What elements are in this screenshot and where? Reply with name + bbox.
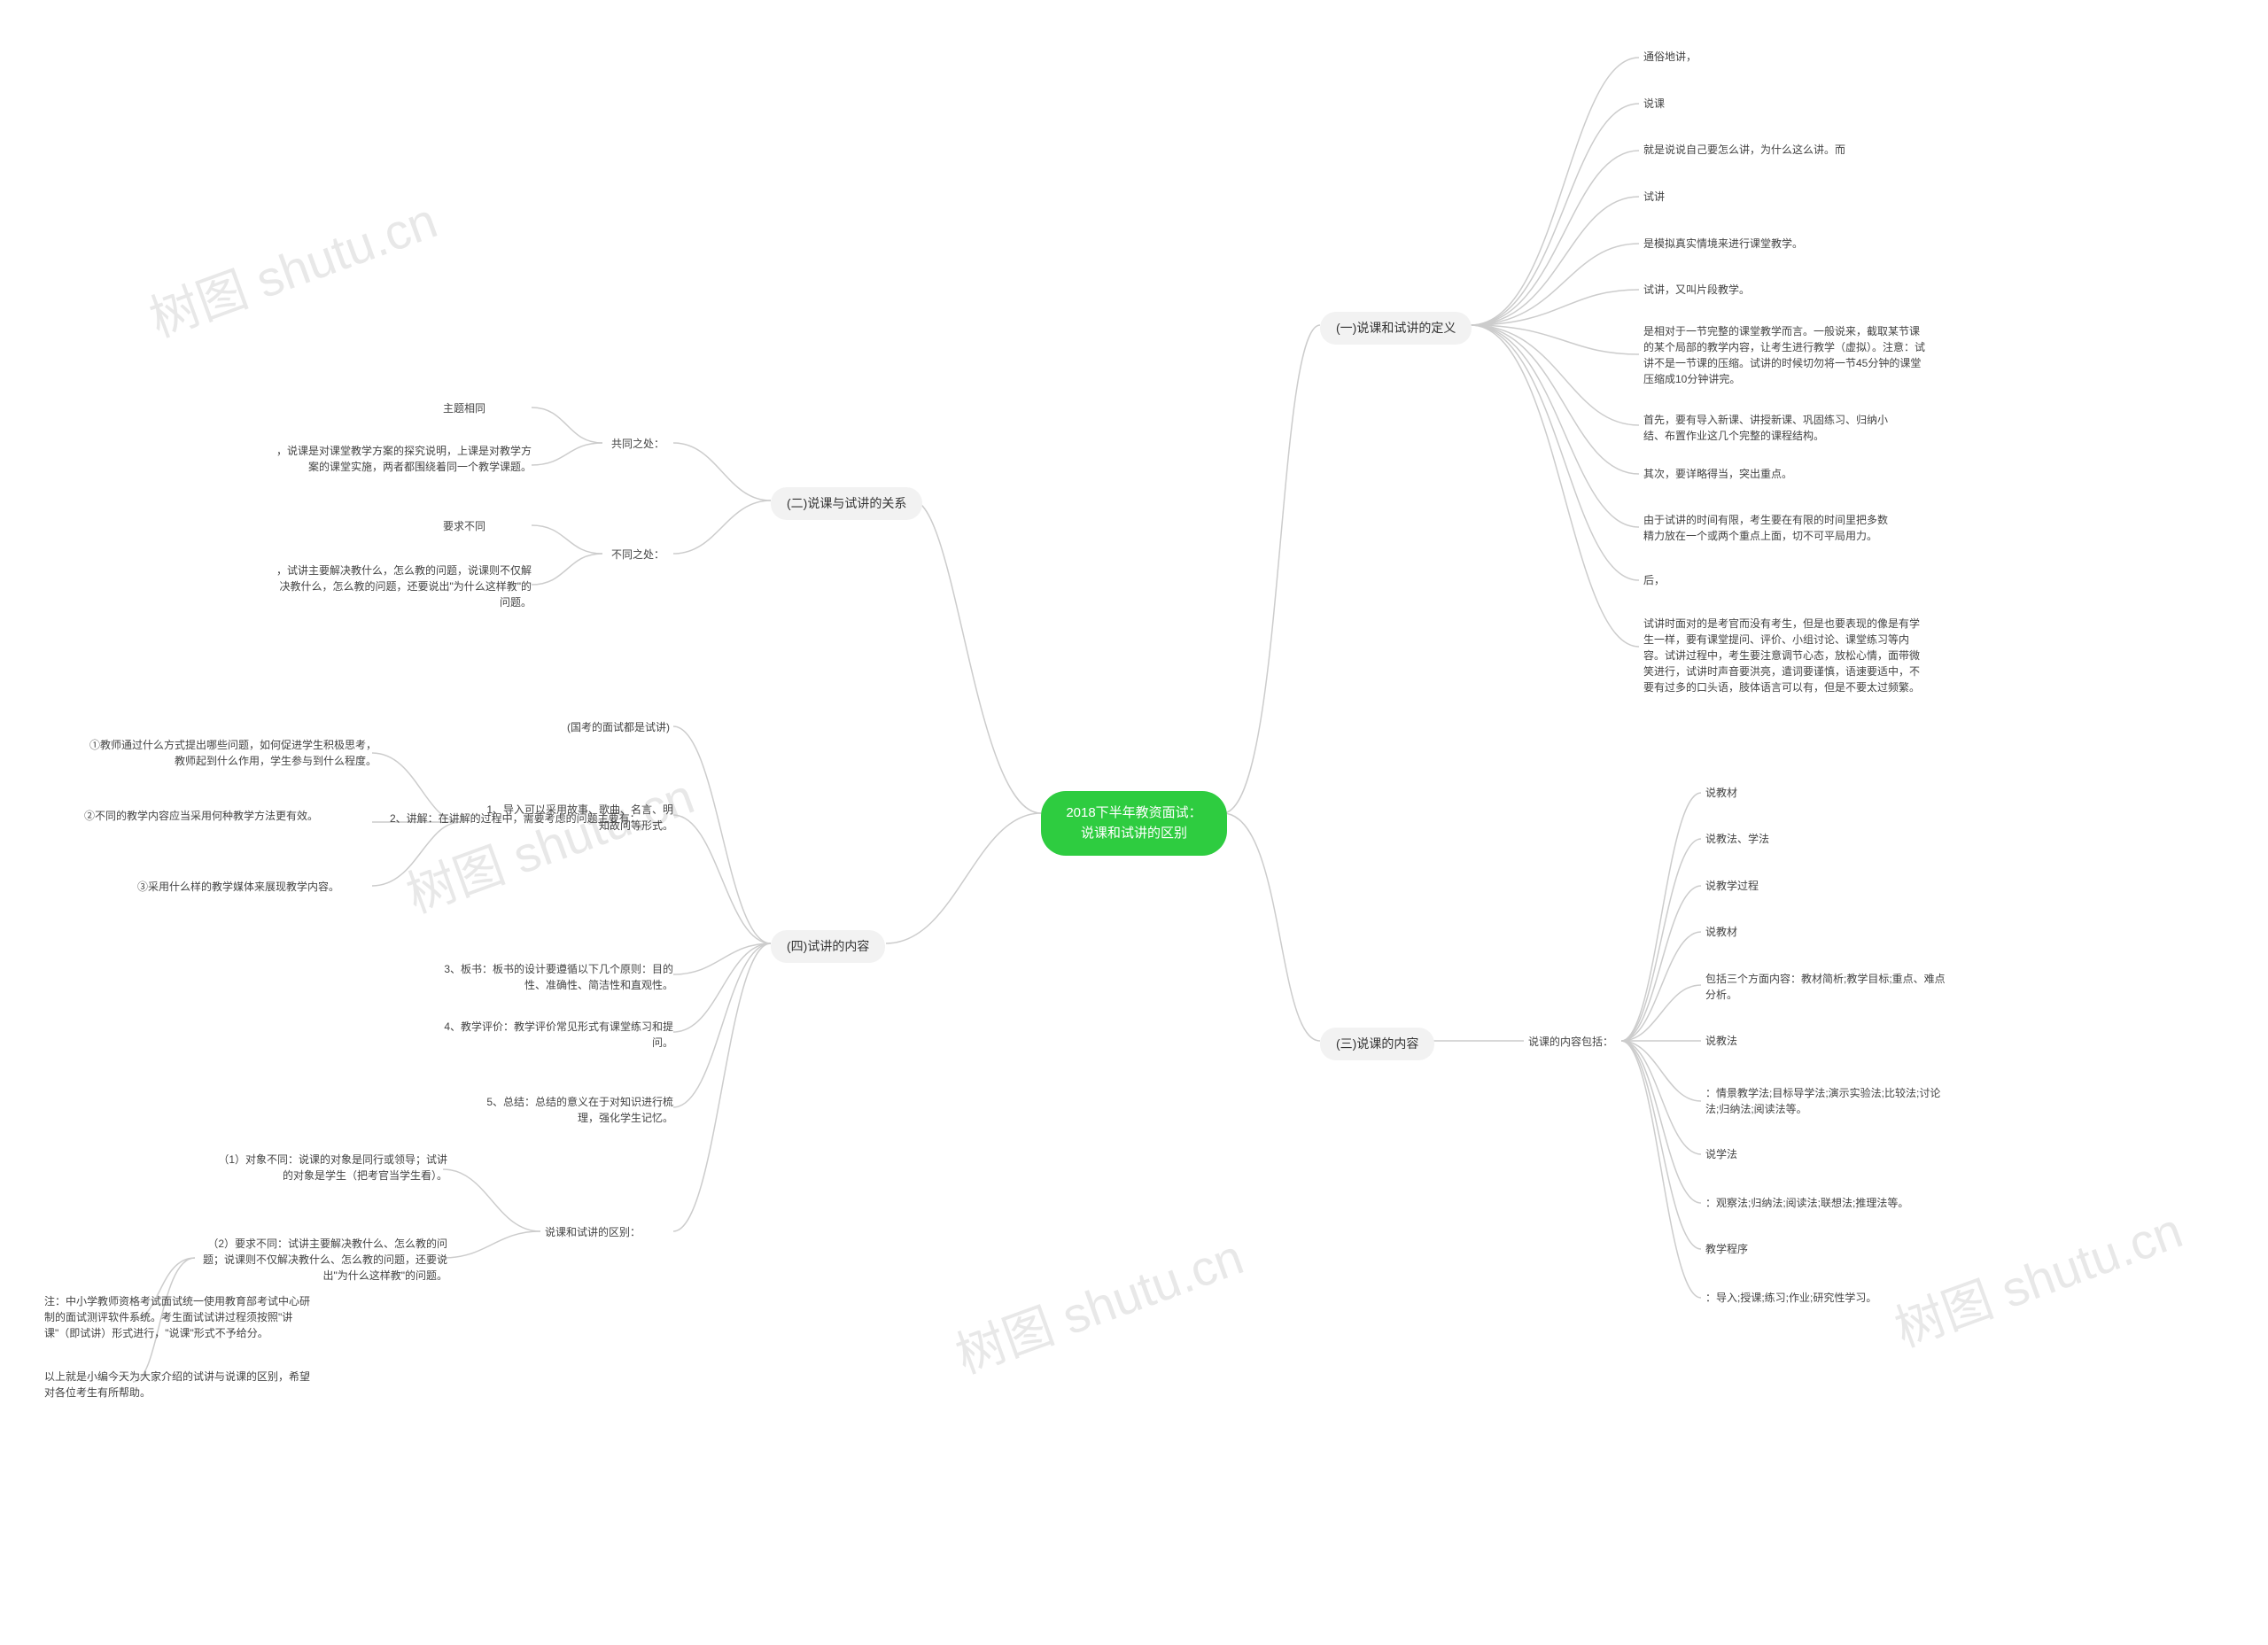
leaf: 首先，要有导入新课、讲授新课、巩固练习、归纳小结、布置作业这几个完整的课程结构。: [1643, 412, 1891, 444]
leaf: ：情景教学法;目标导学法;演示实验法;比较法;讨论法;归纳法;阅读法等。: [1705, 1085, 1953, 1117]
leaf: 试讲，又叫片段教学。: [1643, 282, 1750, 298]
leaf: 说课: [1643, 96, 1665, 112]
leaf: 说教学过程: [1705, 878, 1759, 894]
leaf: 试讲时面对的是考官而没有考生，但是也要表现的像是有学生一样，要有课堂提问、评价、…: [1643, 616, 1927, 695]
leaf: 要求不同: [443, 518, 485, 534]
sub-common: 共同之处：: [611, 436, 664, 452]
leaf: ③采用什么样的教学媒体来展现教学内容。: [137, 879, 339, 895]
leaf: 说教法、学法: [1705, 831, 1769, 847]
watermark: 树图 shutu.cn: [944, 1217, 1252, 1387]
sub-diff: 不同之处：: [611, 547, 664, 563]
leaf: 通俗地讲，: [1643, 49, 1697, 65]
branch-shijiang-content[interactable]: (四)试讲的内容: [771, 930, 885, 963]
leaf: （2）要求不同：试讲主要解决教什么、怎么教的问题；说课则不仅解决教什么、怎么教的…: [199, 1236, 447, 1284]
leaf: 由于试讲的时间有限，考生要在有限的时间里把多数精力放在一个或两个重点上面，切不可…: [1643, 512, 1891, 544]
leaf: ，试讲主要解决教什么，怎么教的问题，说课则不仅解决教什么，怎么教的问题，还要说出…: [275, 563, 532, 610]
leaf: ：观察法;归纳法;阅读法;联想法;推理法等。: [1705, 1195, 1908, 1211]
branch-definition[interactable]: (一)说课和试讲的定义: [1320, 312, 1472, 345]
branch-shuoke-content[interactable]: (三)说课的内容: [1320, 1028, 1434, 1060]
leaf: 教学程序: [1705, 1241, 1748, 1257]
leaf-note: (国考的面试都是试讲): [567, 719, 670, 735]
leaf: 说教法: [1705, 1033, 1737, 1049]
leaf: 其次，要详略得当，突出重点。: [1643, 466, 1792, 482]
sub-shuoke-intro: 说课的内容包括：: [1528, 1034, 1613, 1050]
branch-relation[interactable]: (二)说课与试讲的关系: [771, 487, 922, 520]
leaf: 是相对于一节完整的课堂教学而言。一般说来，截取某节课的某个局部的教学内容，让考生…: [1643, 323, 1927, 387]
leaf-footer: 注：中小学教师资格考试面试统一使用教育部考试中心研制的面试测评软件系统。考生面试…: [44, 1293, 310, 1341]
leaf: （1）对象不同：说课的对象是同行或领导；试讲的对象是学生（把考官当学生看）。: [208, 1152, 447, 1183]
leaf: 包括三个方面内容：教材简析;教学目标;重点、难点分析。: [1705, 971, 1953, 1003]
leaf: 主题相同: [443, 400, 485, 416]
leaf: 2、讲解：在讲解的过程中，需要考虑的问题主要有：: [390, 811, 641, 826]
leaf: 是模拟真实情境来进行课堂教学。: [1643, 236, 1803, 252]
leaf: 3、板书：板书的设计要遵循以下几个原则：目的性、准确性、简洁性和直观性。: [434, 961, 673, 993]
leaf: ②不同的教学内容应当采用何种教学方法更有效。: [84, 808, 318, 824]
leaf: 5、总结：总结的意义在于对知识进行梳理，强化学生记忆。: [470, 1094, 673, 1126]
leaf: 说学法: [1705, 1146, 1737, 1162]
leaf: ：导入;授课;练习;作业;研究性学习。: [1705, 1290, 1876, 1306]
leaf: 说教材: [1705, 924, 1737, 940]
leaf: 试讲: [1643, 189, 1665, 205]
watermark: 树图 shutu.cn: [1884, 1191, 2191, 1361]
leaf: 就是说说自己要怎么讲，为什么这么讲。而: [1643, 142, 1845, 158]
watermark: 树图 shutu.cn: [138, 181, 446, 351]
leaf: 说教材: [1705, 785, 1737, 801]
sub-diff-label: 说课和试讲的区别：: [545, 1224, 641, 1240]
leaf: 后，: [1643, 572, 1665, 588]
leaf: ①教师通过什么方式提出哪些问题，如何促进学生积极思考，教师起到什么作用，学生参与…: [84, 737, 377, 769]
watermark: 树图 shutu.cn: [395, 757, 703, 927]
leaf: ，说课是对课堂教学方案的探究说明，上课是对教学方案的课堂实施，两者都围绕着同一个…: [275, 443, 532, 475]
mindmap-root[interactable]: 2018下半年教资面试：说课和试讲的区别: [1041, 791, 1227, 856]
leaf: 4、教学评价：教学评价常见形式有课堂练习和提问。: [434, 1019, 673, 1051]
leaf-footer: 以上就是小编今天为大家介绍的试讲与说课的区别，希望对各位考生有所帮助。: [44, 1369, 310, 1401]
